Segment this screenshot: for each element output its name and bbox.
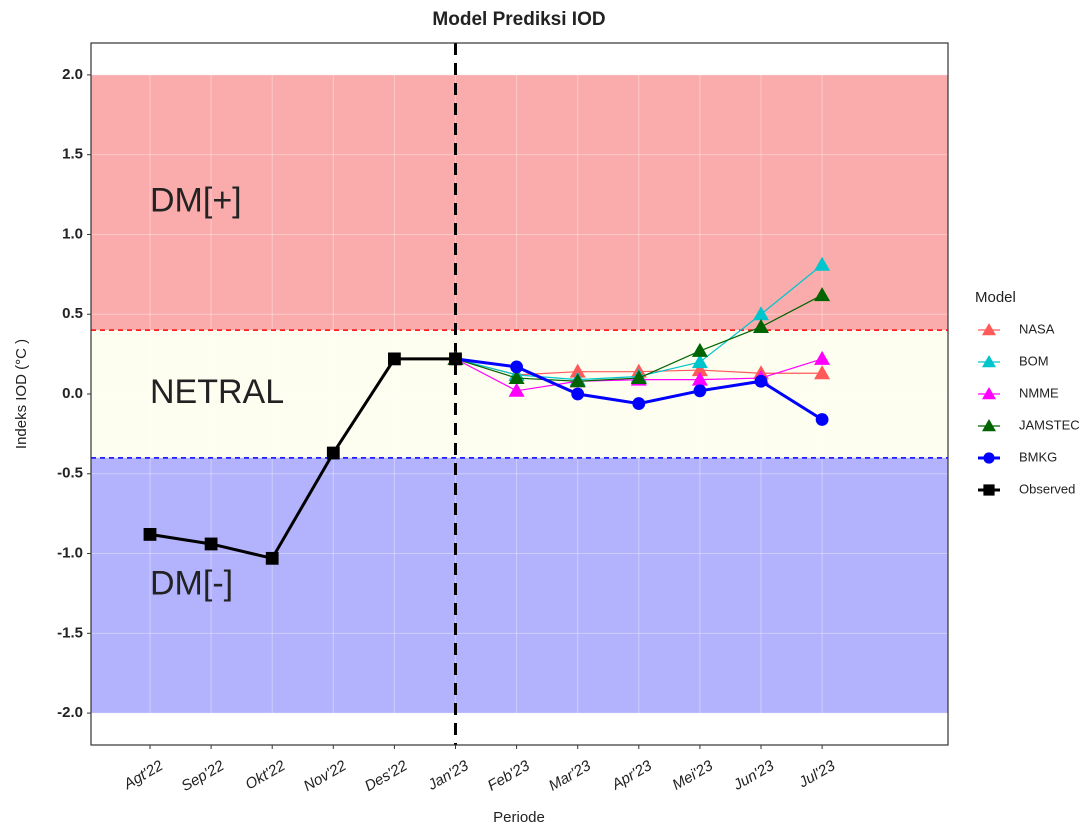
x-axis-label: Periode bbox=[493, 809, 545, 826]
region bbox=[91, 457, 948, 714]
legend-label: BMKG bbox=[1019, 449, 1057, 464]
marker bbox=[571, 387, 585, 401]
marker bbox=[691, 354, 708, 369]
marker bbox=[754, 374, 768, 388]
marker bbox=[569, 363, 586, 378]
marker bbox=[814, 287, 831, 302]
marker bbox=[691, 371, 708, 386]
y-tick-label: 2.0 bbox=[62, 66, 83, 83]
region bbox=[91, 74, 948, 331]
marker bbox=[449, 352, 462, 366]
y-tick-label: 1.5 bbox=[62, 146, 83, 163]
marker bbox=[982, 419, 996, 432]
y-tick-label: -1.5 bbox=[57, 624, 83, 641]
marker bbox=[815, 413, 829, 426]
marker bbox=[265, 551, 279, 565]
marker bbox=[510, 360, 523, 374]
marker bbox=[508, 382, 525, 397]
marker bbox=[632, 397, 646, 410]
marker bbox=[691, 362, 708, 377]
legend-label: JAMSTEC bbox=[1019, 417, 1080, 432]
marker bbox=[508, 370, 525, 385]
region-label: DM[+] bbox=[150, 182, 242, 220]
marker bbox=[982, 355, 996, 368]
marker bbox=[326, 446, 340, 460]
legend-label: Observed bbox=[1019, 481, 1075, 496]
marker bbox=[814, 256, 831, 271]
y-tick-label: -0.5 bbox=[57, 465, 83, 482]
marker bbox=[982, 323, 996, 336]
marker bbox=[753, 306, 769, 321]
legend-title: Model bbox=[975, 289, 1016, 306]
marker bbox=[753, 318, 769, 333]
marker bbox=[814, 365, 831, 380]
y-tick-label: 1.0 bbox=[62, 225, 83, 242]
marker bbox=[388, 352, 401, 366]
marker bbox=[693, 384, 707, 398]
y-tick-label: 0.0 bbox=[62, 385, 83, 402]
marker bbox=[630, 370, 647, 385]
marker bbox=[814, 350, 831, 365]
legend-label: NMME bbox=[1019, 385, 1059, 400]
legend-label: NASA bbox=[1019, 321, 1055, 336]
region-label: NETRAL bbox=[150, 373, 284, 411]
y-tick-label: -2.0 bbox=[57, 704, 83, 721]
marker bbox=[143, 528, 157, 541]
plot-border bbox=[90, 42, 949, 746]
marker bbox=[691, 342, 708, 357]
y-tick-label: -1.0 bbox=[57, 545, 83, 562]
region-label: DM[-] bbox=[150, 564, 233, 602]
marker bbox=[982, 387, 996, 400]
y-axis-label: Indeks IOD (°C ) bbox=[13, 339, 30, 449]
marker bbox=[983, 452, 995, 464]
chart-title: Model Prediksi IOD bbox=[432, 9, 605, 30]
y-tick-label: 0.5 bbox=[62, 305, 83, 322]
legend-label: BOM bbox=[1019, 353, 1049, 368]
marker bbox=[983, 484, 995, 496]
series-line bbox=[149, 357, 456, 561]
marker bbox=[204, 537, 218, 551]
marker bbox=[569, 373, 586, 388]
